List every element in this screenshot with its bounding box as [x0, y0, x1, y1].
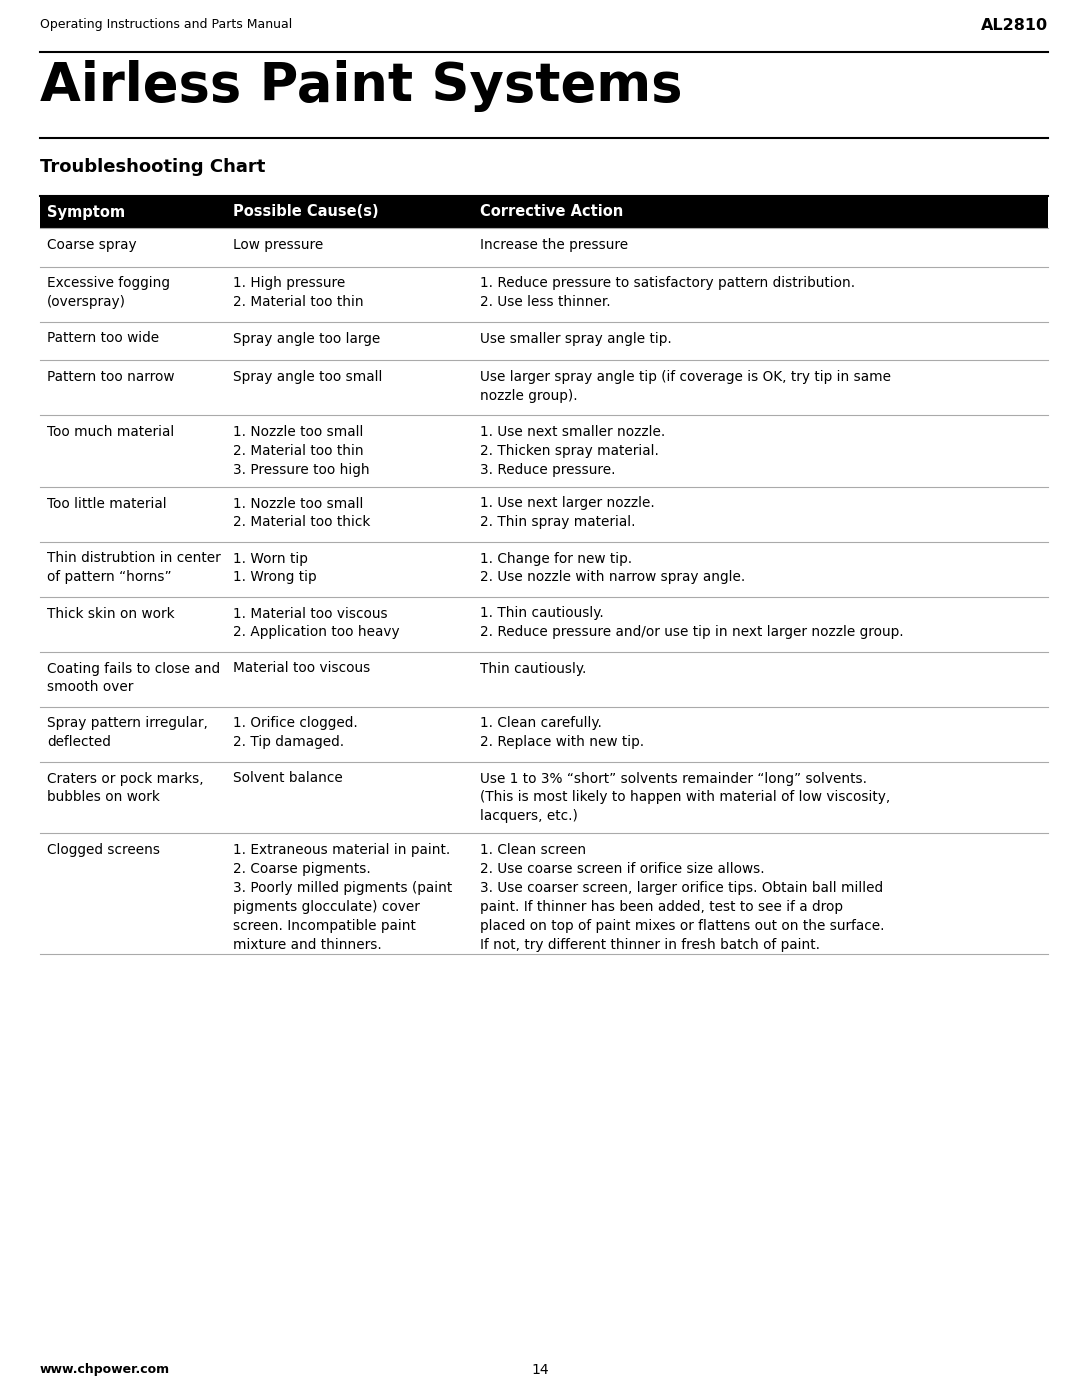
Text: 1. High pressure
2. Material too thin: 1. High pressure 2. Material too thin	[233, 277, 364, 310]
Text: Too much material: Too much material	[48, 425, 174, 439]
Text: Use smaller spray angle tip.: Use smaller spray angle tip.	[481, 331, 672, 345]
Text: AL2810: AL2810	[981, 18, 1048, 34]
Text: Excessive fogging
(overspray): Excessive fogging (overspray)	[48, 277, 170, 310]
Text: Thin cautiously.: Thin cautiously.	[481, 662, 586, 676]
Text: Too little material: Too little material	[48, 496, 166, 510]
Text: Increase the pressure: Increase the pressure	[481, 237, 629, 251]
Text: 1. Material too viscous
2. Application too heavy: 1. Material too viscous 2. Application t…	[233, 606, 400, 640]
Text: 14: 14	[531, 1363, 549, 1377]
Text: Craters or pock marks,
bubbles on work: Craters or pock marks, bubbles on work	[48, 771, 204, 805]
Text: Coating fails to close and
smooth over: Coating fails to close and smooth over	[48, 662, 220, 694]
Text: Airless Paint Systems: Airless Paint Systems	[40, 60, 683, 112]
Text: Material too viscous: Material too viscous	[233, 662, 370, 676]
Text: Pattern too narrow: Pattern too narrow	[48, 370, 175, 384]
Text: Possible Cause(s): Possible Cause(s)	[233, 204, 379, 219]
Text: Spray angle too small: Spray angle too small	[233, 370, 382, 384]
Text: 1. Orifice clogged.
2. Tip damaged.: 1. Orifice clogged. 2. Tip damaged.	[233, 717, 359, 749]
Text: 1. Thin cautiously.
2. Reduce pressure and/or use tip in next larger nozzle grou: 1. Thin cautiously. 2. Reduce pressure a…	[481, 606, 904, 640]
Text: 1. Clean screen
2. Use coarse screen if orifice size allows.
3. Use coarser scre: 1. Clean screen 2. Use coarse screen if …	[481, 842, 885, 951]
Text: Troubleshooting Chart: Troubleshooting Chart	[40, 158, 266, 176]
Text: Symptom: Symptom	[48, 204, 125, 219]
Text: 1. Nozzle too small
2. Material too thick: 1. Nozzle too small 2. Material too thic…	[233, 496, 370, 529]
Text: 1. Nozzle too small
2. Material too thin
3. Pressure too high: 1. Nozzle too small 2. Material too thin…	[233, 425, 370, 476]
Text: Low pressure: Low pressure	[233, 237, 324, 251]
Text: Coarse spray: Coarse spray	[48, 237, 137, 251]
Text: Use 1 to 3% “short” solvents remainder “long” solvents.
(This is most likely to : Use 1 to 3% “short” solvents remainder “…	[481, 771, 891, 823]
Text: Use larger spray angle tip (if coverage is OK, try tip in same
nozzle group).: Use larger spray angle tip (if coverage …	[481, 370, 891, 402]
Text: www.chpower.com: www.chpower.com	[40, 1363, 171, 1376]
Text: Spray angle too large: Spray angle too large	[233, 331, 381, 345]
Text: Thin distrubtion in center
of pattern “horns”: Thin distrubtion in center of pattern “h…	[48, 552, 220, 584]
Text: Clogged screens: Clogged screens	[48, 842, 160, 856]
Text: 1. Use next larger nozzle.
2. Thin spray material.: 1. Use next larger nozzle. 2. Thin spray…	[481, 496, 656, 529]
Text: 1. Change for new tip.
2. Use nozzle with narrow spray angle.: 1. Change for new tip. 2. Use nozzle wit…	[481, 552, 745, 584]
Text: Thick skin on work: Thick skin on work	[48, 606, 175, 620]
Text: 1. Worn tip
1. Wrong tip: 1. Worn tip 1. Wrong tip	[233, 552, 318, 584]
Text: 1. Extraneous material in paint.
2. Coarse pigments.
3. Poorly milled pigments (: 1. Extraneous material in paint. 2. Coar…	[233, 842, 453, 951]
Text: Solvent balance: Solvent balance	[233, 771, 343, 785]
Text: Spray pattern irregular,
deflected: Spray pattern irregular, deflected	[48, 717, 207, 749]
Text: Corrective Action: Corrective Action	[481, 204, 623, 219]
Text: Operating Instructions and Parts Manual: Operating Instructions and Parts Manual	[40, 18, 293, 31]
Bar	[40, 196, 1048, 228]
Text: Pattern too wide: Pattern too wide	[48, 331, 159, 345]
Text: 1. Use next smaller nozzle.
2. Thicken spray material.
3. Reduce pressure.: 1. Use next smaller nozzle. 2. Thicken s…	[481, 425, 665, 476]
Text: 1. Reduce pressure to satisfactory pattern distribution.
2. Use less thinner.: 1. Reduce pressure to satisfactory patte…	[481, 277, 855, 310]
Text: 1. Clean carefully.
2. Replace with new tip.: 1. Clean carefully. 2. Replace with new …	[481, 717, 645, 749]
